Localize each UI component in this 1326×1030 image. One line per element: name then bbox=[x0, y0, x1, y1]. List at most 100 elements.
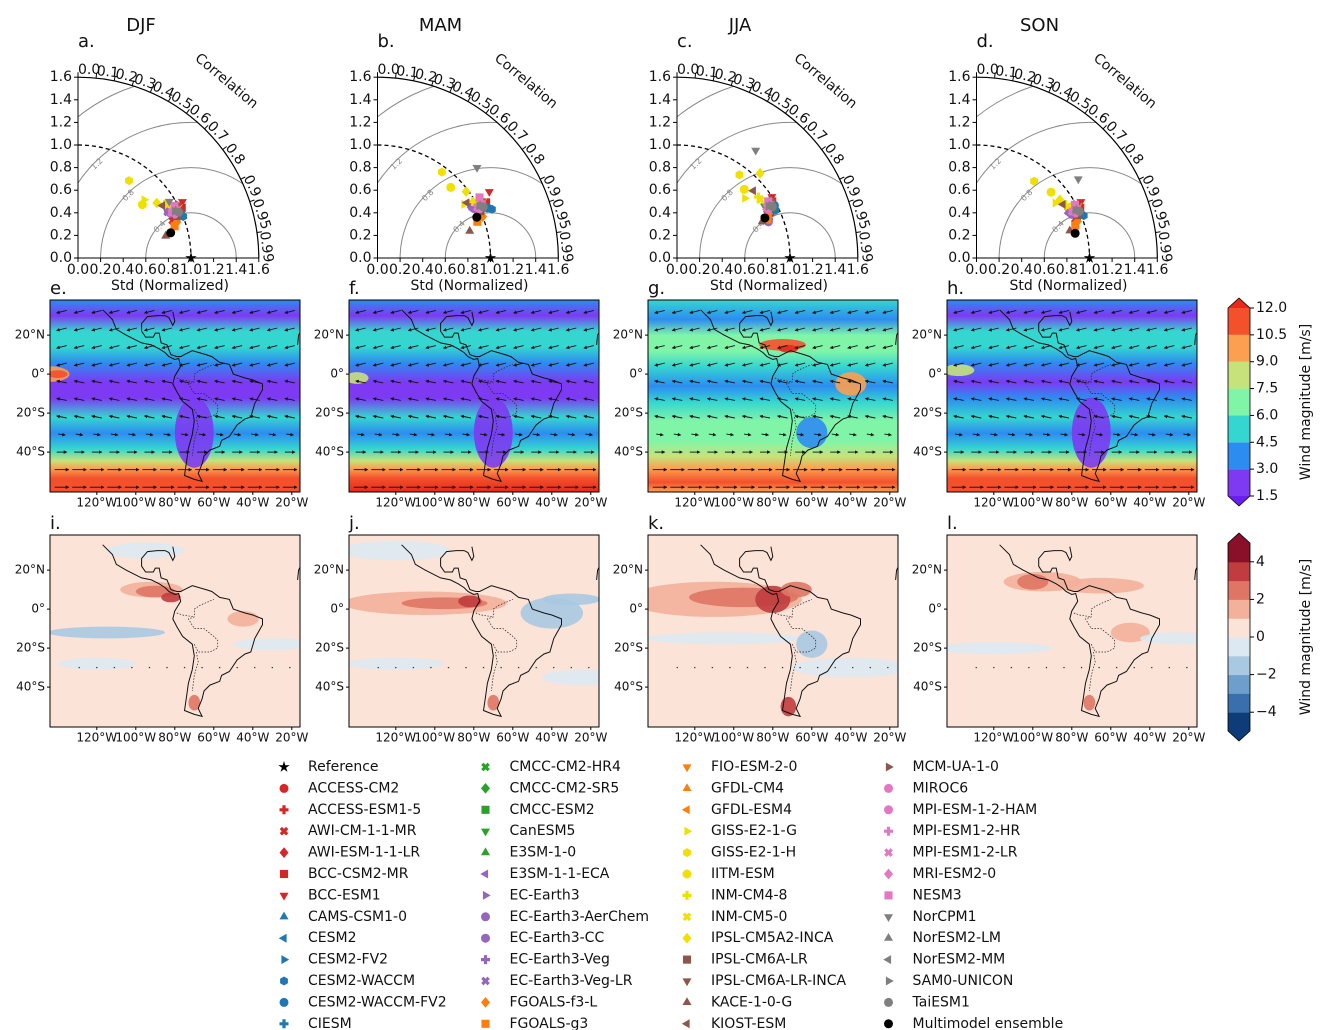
legend-label: AWI-CM-1-1-MR bbox=[308, 823, 417, 839]
legend-label: MPI-ESM-1-2-HAM bbox=[913, 802, 1038, 818]
x-tick-label: 0.4 bbox=[412, 262, 434, 278]
x-tick-label: 120°W bbox=[973, 731, 1014, 745]
legend-label: IITM-ESM bbox=[711, 866, 775, 882]
field-blob bbox=[792, 658, 909, 678]
panel-label: k. bbox=[648, 513, 664, 534]
field-blob bbox=[227, 611, 258, 627]
y-tick-label: 0° bbox=[31, 367, 45, 381]
rms-label: 1.2 bbox=[389, 156, 404, 171]
legend-label: FIO-ESM-2-0 bbox=[711, 759, 797, 775]
corr-tick-label: 0.7 bbox=[1102, 118, 1129, 145]
x-tick-label: 60°W bbox=[795, 731, 828, 745]
stipple bbox=[747, 667, 748, 668]
stipple bbox=[184, 667, 185, 668]
x-tick-label: 80°W bbox=[158, 496, 191, 510]
field-blob bbox=[48, 627, 165, 639]
corr-tick-label: 0.7 bbox=[204, 118, 231, 145]
legend-label: Reference bbox=[308, 759, 379, 775]
y-tick-label: 20°N bbox=[15, 328, 45, 342]
rms-label: 0.8 bbox=[1019, 188, 1034, 203]
x-tick-label: 1.2 bbox=[502, 262, 524, 278]
x-tick-label: 1.6 bbox=[847, 262, 869, 278]
stipple bbox=[1116, 667, 1117, 668]
rms-label: 1.2 bbox=[988, 156, 1003, 171]
legend-label: GISS-E2-1-G bbox=[711, 823, 797, 839]
stipple bbox=[1098, 667, 1099, 668]
x-tick-label: 20°W bbox=[873, 496, 906, 510]
corr-tick-label: 0.8 bbox=[1120, 141, 1146, 168]
y-tick-label: 0° bbox=[330, 367, 344, 381]
marker bbox=[756, 168, 765, 179]
legend-label: SAM0-UNICON bbox=[913, 973, 1014, 989]
y-tick-label: 20°S bbox=[913, 406, 942, 420]
marker bbox=[768, 202, 777, 211]
y-tick-label: 20°S bbox=[614, 641, 643, 655]
x-axis-label: Std (Normalized) bbox=[710, 278, 828, 294]
y-tick-label: 0.4 bbox=[948, 205, 970, 221]
y-tick-label: 1.4 bbox=[50, 92, 72, 108]
coastline bbox=[1195, 304, 1216, 345]
panel-label: f. bbox=[349, 278, 360, 299]
legend-marker bbox=[884, 1019, 893, 1028]
x-tick-label: 80°W bbox=[457, 496, 490, 510]
page: DJFa.0.40.81.20.00.00.20.20.40.40.60.60.… bbox=[0, 0, 1326, 1030]
rms-label: 0.8 bbox=[720, 188, 735, 203]
x-tick-label: 100°W bbox=[115, 731, 156, 745]
corr-tick-label: 0.8 bbox=[222, 141, 248, 168]
stipple bbox=[1169, 667, 1170, 668]
y-tick-label: 1.0 bbox=[349, 137, 371, 153]
field-blob bbox=[796, 417, 827, 448]
colorbar-bin bbox=[1228, 389, 1250, 416]
colorbar-tick-label: 1.5 bbox=[1256, 488, 1278, 504]
legend-marker bbox=[481, 997, 490, 1008]
y-tick-label: 40°S bbox=[16, 680, 45, 694]
legend-label: CIESM bbox=[308, 1016, 352, 1030]
legend-label: E3SM-1-0 bbox=[510, 845, 577, 861]
colorbar-bin bbox=[1228, 675, 1250, 694]
marker bbox=[174, 208, 183, 217]
y-tick-label: 0° bbox=[330, 602, 344, 616]
legend-marker bbox=[681, 910, 694, 923]
colorbar-bin bbox=[1228, 618, 1250, 637]
y-tick-label: 40°S bbox=[16, 445, 45, 459]
legend-marker bbox=[481, 955, 490, 964]
stipple bbox=[131, 667, 132, 668]
stipple bbox=[694, 667, 695, 668]
x-tick-label: 1.2 bbox=[202, 262, 224, 278]
corr-tick-label: 0.8 bbox=[821, 141, 847, 168]
y-tick-label: 20°N bbox=[314, 328, 344, 342]
map bbox=[341, 535, 620, 727]
marker bbox=[138, 200, 147, 209]
field-blob bbox=[341, 541, 450, 561]
x-tick-label: 0.4 bbox=[711, 262, 733, 278]
marker bbox=[462, 186, 471, 197]
x-tick-label: 100°W bbox=[1012, 496, 1053, 510]
y-tick-label: 0° bbox=[31, 602, 45, 616]
field-blob bbox=[175, 398, 214, 468]
field-blob bbox=[796, 631, 827, 658]
x-tick-label: 60°W bbox=[496, 731, 529, 745]
map bbox=[935, 535, 1218, 727]
legend-marker bbox=[884, 998, 893, 1007]
stipple bbox=[201, 667, 202, 668]
y-tick-label: 0° bbox=[629, 602, 643, 616]
marker bbox=[125, 176, 133, 185]
legend-marker bbox=[280, 784, 289, 793]
colorbar-bin bbox=[1228, 562, 1250, 581]
colorbar-bin bbox=[1228, 442, 1250, 469]
legend-marker bbox=[481, 829, 490, 837]
stipple bbox=[976, 667, 977, 668]
x-tick-label: 1.6 bbox=[1146, 262, 1168, 278]
legend-marker bbox=[886, 977, 894, 986]
field-blob bbox=[1017, 574, 1048, 590]
stipple bbox=[430, 667, 431, 668]
x-tick-label: 80°W bbox=[457, 731, 490, 745]
legend-label: NESM3 bbox=[913, 887, 962, 903]
legend-marker bbox=[683, 783, 692, 791]
rms-label: 1.2 bbox=[89, 156, 104, 171]
legend-label: EC-Earth3 bbox=[510, 887, 580, 903]
x-tick-label: 40°W bbox=[535, 731, 568, 745]
map bbox=[627, 535, 918, 727]
x-tick-label: 0.8 bbox=[756, 262, 778, 278]
legend-label: BCC-ESM1 bbox=[308, 887, 381, 903]
